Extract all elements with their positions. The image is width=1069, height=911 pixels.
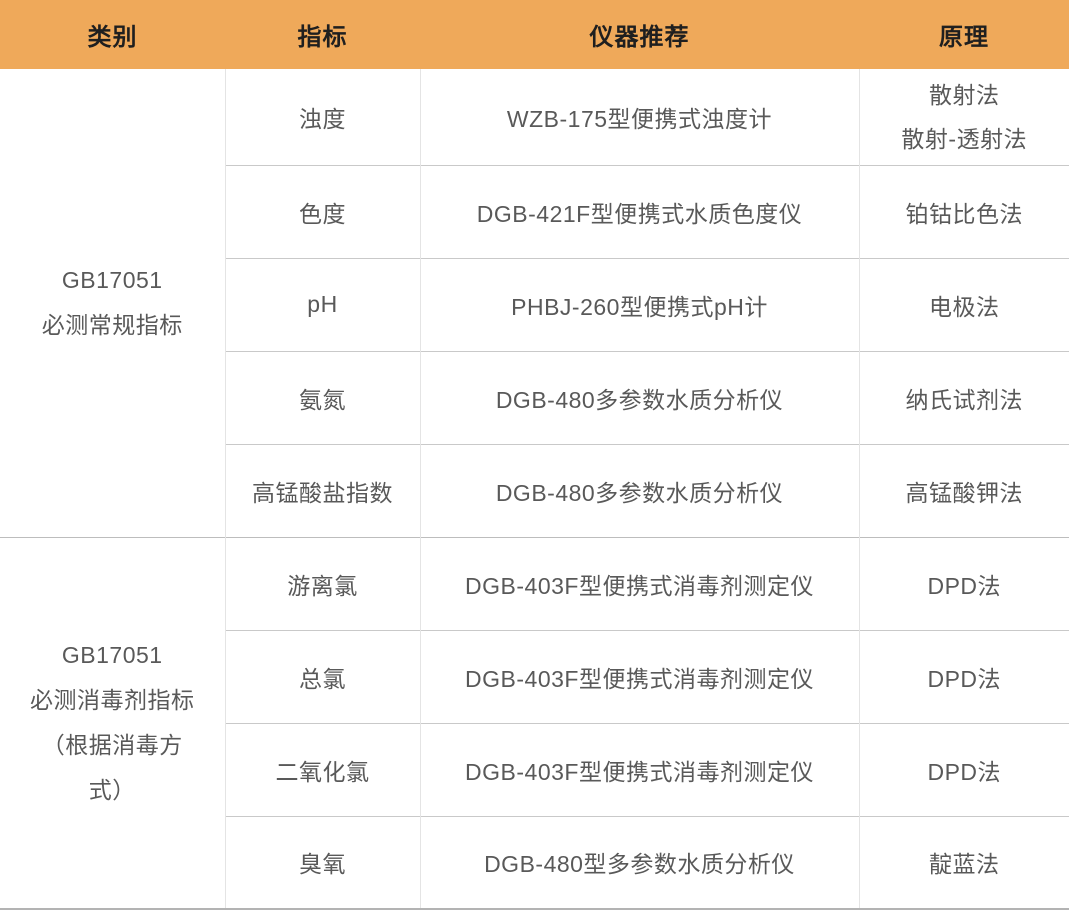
principle-cell: 高锰酸钾法 (858, 443, 1069, 537)
principle-cell: 铂钴比色法 (858, 164, 1069, 258)
indicator-cell: 臭氧 (224, 815, 420, 909)
indicator-cell: pH (224, 257, 420, 351)
header-principle: 原理 (859, 0, 1069, 69)
table-row: GB17051 必测常规指标 浊度 WZB-175型便携式浊度计 散射法 散射-… (0, 69, 1069, 537)
indicator-cell: 高锰酸盐指数 (224, 443, 420, 537)
indicator-cell: 浊度 (224, 69, 420, 165)
instrument-cell: DGB-403F型便携式消毒剂测定仪 (419, 629, 859, 723)
principle-cell: 电极法 (858, 257, 1069, 351)
category-cell-group1: GB17051 必测常规指标 (0, 69, 225, 537)
table-row: pH PHBJ-260型便携式pH计 电极法 (0, 257, 1069, 351)
instrument-cell: DGB-480型多参数水质分析仪 (419, 815, 859, 909)
table-header-row: 类别 指标 仪器推荐 原理 (0, 0, 1069, 69)
instrument-cell: DGB-421F型便携式水质色度仪 (419, 164, 859, 258)
instrument-cell: WZB-175型便携式浊度计 (419, 69, 859, 165)
principle-line: 散射-透射法 (901, 125, 1028, 152)
category-line: GB17051 (61, 266, 163, 293)
table-row: 色度 DGB-421F型便携式水质色度仪 铂钴比色法 (0, 164, 1069, 258)
indicator-cell: 游离氯 (224, 536, 420, 630)
instrument-cell: DGB-480多参数水质分析仪 (419, 443, 859, 537)
header-category: 类别 (0, 0, 225, 69)
category-line: （根据消毒方 (41, 731, 183, 758)
table-row: GB17051 必测消毒剂指标 （根据消毒方 式） 游离氯 DGB-403F型便… (0, 536, 1069, 909)
indicator-cell: 氨氮 (224, 350, 420, 444)
principle-line: 散射法 (929, 81, 1000, 108)
table-row: 总氯 DGB-403F型便携式消毒剂测定仪 DPD法 (0, 629, 1069, 723)
principle-cell: DPD法 (858, 722, 1069, 816)
instrument-cell: DGB-480多参数水质分析仪 (419, 350, 859, 444)
instrument-cell: PHBJ-260型便携式pH计 (419, 257, 859, 351)
category-line: 式） (88, 776, 136, 803)
category-line: GB17051 (61, 641, 163, 668)
header-indicator: 指标 (225, 0, 420, 69)
header-instrument: 仪器推荐 (420, 0, 859, 69)
indicator-cell: 二氧化氯 (224, 722, 420, 816)
indicator-cell: 色度 (224, 164, 420, 258)
category-line: 必测常规指标 (41, 311, 183, 338)
instrument-cell: DGB-403F型便携式消毒剂测定仪 (419, 536, 859, 630)
category-line: 必测消毒剂指标 (30, 686, 195, 713)
category-cell-group2: GB17051 必测消毒剂指标 （根据消毒方 式） (0, 536, 225, 909)
principle-cell: 纳氏试剂法 (858, 350, 1069, 444)
indicator-cell: 总氯 (224, 629, 420, 723)
principle-cell: 散射法 散射-透射法 (858, 69, 1069, 165)
table-row: 高锰酸盐指数 DGB-480多参数水质分析仪 高锰酸钾法 (0, 443, 1069, 537)
table-row: 氨氮 DGB-480多参数水质分析仪 纳氏试剂法 (0, 350, 1069, 444)
principle-cell: DPD法 (858, 536, 1069, 630)
table-row: 臭氧 DGB-480型多参数水质分析仪 靛蓝法 (0, 815, 1069, 909)
principle-cell: DPD法 (858, 629, 1069, 723)
principle-cell: 靛蓝法 (858, 815, 1069, 909)
instrument-cell: DGB-403F型便携式消毒剂测定仪 (419, 722, 859, 816)
table-row: 二氧化氯 DGB-403F型便携式消毒剂测定仪 DPD法 (0, 722, 1069, 816)
